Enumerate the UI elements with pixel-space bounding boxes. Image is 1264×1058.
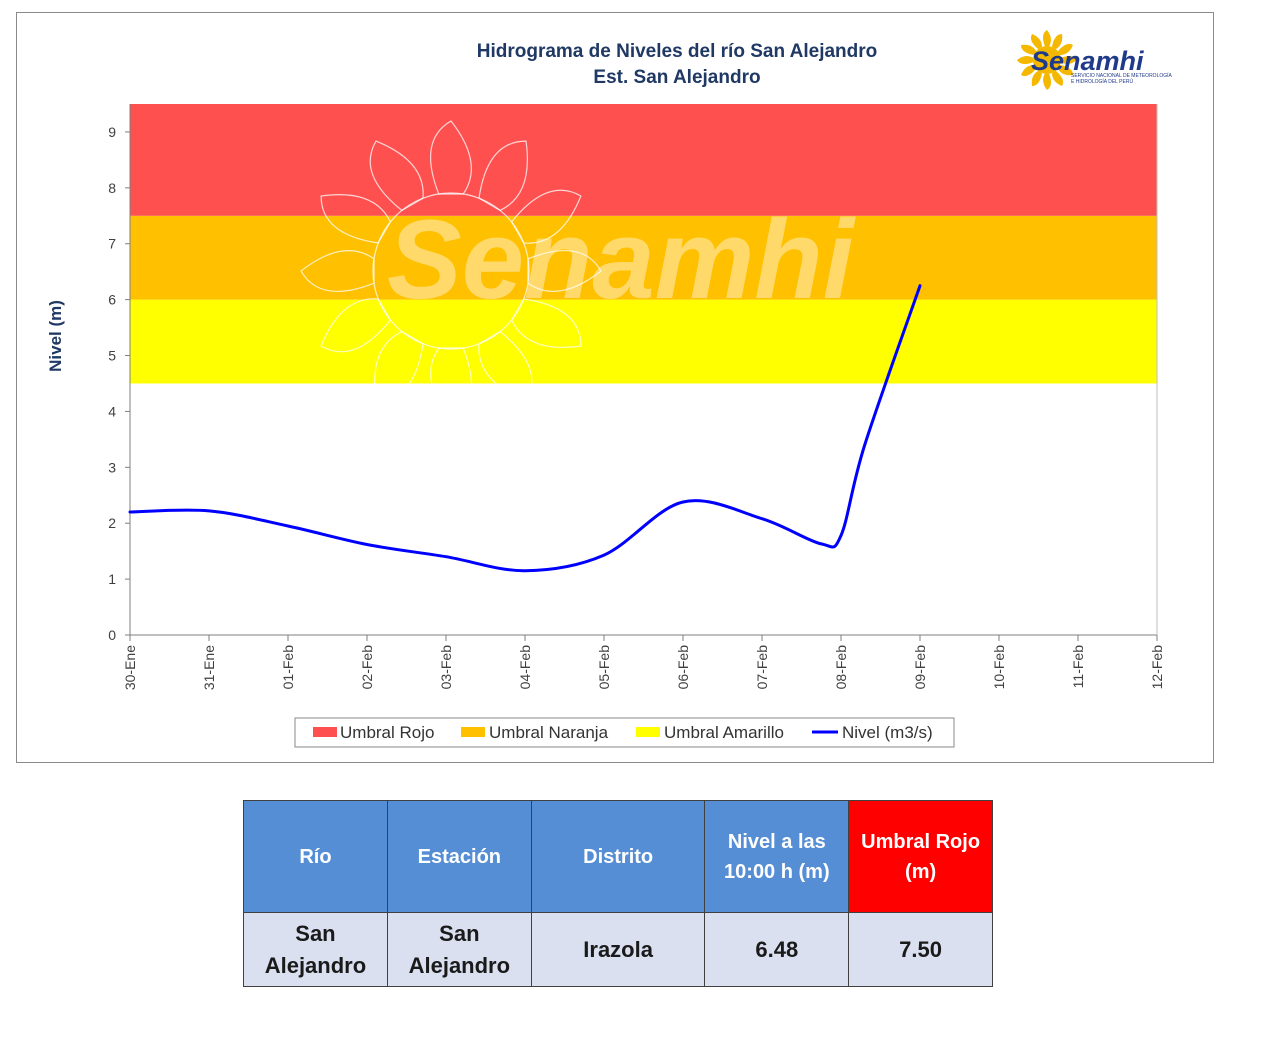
sun-icon	[1017, 30, 1077, 90]
table-header-row: Río Estación Distrito Nivel a las 10:00 …	[243, 800, 993, 913]
sun-ray	[478, 140, 528, 212]
legend-swatch-umbral-naranja	[461, 727, 485, 737]
sun-ray	[1021, 65, 1037, 77]
y-tick-label: 4	[108, 403, 116, 419]
series-line-nivel	[128, 284, 922, 573]
header-rio: Río	[243, 800, 388, 913]
sun-ray	[320, 298, 392, 353]
x-tick-label: 11-Feb	[1070, 645, 1086, 689]
threshold-bands	[130, 104, 1157, 384]
legend-label-umbral-naranja: Umbral Naranja	[489, 723, 609, 742]
legend-swatch-umbral-rojo	[313, 727, 337, 737]
x-tick-label: 08-Feb	[833, 645, 849, 690]
sun-ray	[478, 330, 533, 402]
legend-item-umbral-naranja: Umbral Naranja	[461, 723, 609, 742]
x-tick-label: 05-Feb	[596, 645, 612, 690]
x-tick-label: 03-Feb	[438, 645, 454, 690]
sun-ray	[1057, 65, 1073, 76]
x-tick-label: 30-Ene	[122, 645, 138, 690]
sun-ray	[300, 250, 375, 293]
sun-ray	[1052, 34, 1063, 50]
cell-estacion: San Alejandro	[386, 912, 532, 987]
y-tick-label: 8	[108, 180, 116, 196]
sun-ray	[527, 249, 602, 292]
sun-ray	[430, 347, 473, 422]
y-axis-ticks: 0 1 2 3 4 5 6 7 8 9	[108, 124, 130, 643]
sun-ray	[1031, 70, 1042, 86]
band-umbral-amarillo	[130, 299, 1157, 384]
logo-subtitle-line2: E HIDROLOGÍA DEL PERÚ	[1071, 78, 1133, 85]
legend-box	[294, 717, 955, 748]
senamhi-logo: Senamhi SERVICIO NACIONAL DE METEOROLOGÍ…	[1017, 30, 1173, 90]
sun-ray	[369, 140, 424, 212]
sun-ray	[374, 330, 424, 402]
sun-ray	[1052, 70, 1064, 86]
band-umbral-rojo	[130, 104, 1157, 216]
legend-label-nivel: Nivel (m3/s)	[842, 723, 933, 742]
watermark-sun-icon	[300, 120, 602, 422]
y-tick-label: 3	[108, 459, 116, 475]
table-row: San Alejandro San Alejandro Irazola 6.48…	[243, 912, 993, 987]
chart-subtitle: Est. San Alejandro	[593, 67, 760, 88]
watermark: Senamhi	[300, 120, 857, 422]
sun-ray	[1021, 44, 1037, 55]
series-layer	[128, 284, 922, 573]
info-table: Río Estación Distrito Nivel a las 10:00 …	[243, 800, 993, 987]
y-tick-label: 7	[108, 236, 116, 252]
sun-ray	[510, 189, 582, 244]
legend-swatch-umbral-amarillo	[636, 727, 660, 737]
legend-label-umbral-rojo: Umbral Rojo	[340, 723, 434, 742]
sun-ray	[510, 298, 582, 348]
sun-ray	[1057, 43, 1073, 55]
x-tick-label: 07-Feb	[754, 645, 770, 690]
x-tick-label: 02-Feb	[359, 645, 375, 690]
legend-item-umbral-amarillo: Umbral Amarillo	[636, 723, 784, 742]
sun-ray	[1042, 30, 1051, 47]
x-tick-label: 06-Feb	[675, 645, 691, 690]
x-axis-ticks: 30-Ene 31-Ene 01-Feb 02-Feb 03-Feb 04-Feb 05-F…	[122, 635, 1165, 690]
x-tick-label: 31-Ene	[201, 645, 217, 690]
watermark-text: Senamhi	[387, 197, 857, 322]
cell-distrito: Irazola	[530, 912, 706, 987]
cell-umbral-rojo: 7.50	[848, 912, 993, 987]
sun-ray	[1060, 55, 1077, 64]
sun-core	[372, 192, 530, 350]
x-tick-label: 12-Feb	[1149, 645, 1165, 690]
chart-frame: Hidrograma de Niveles del río San Alejan…	[16, 12, 1214, 763]
axes	[129, 104, 1158, 636]
x-tick-label: 01-Feb	[280, 645, 296, 690]
legend: Umbral Rojo Umbral Naranja Umbral Amaril…	[294, 717, 955, 748]
sun-ray	[1030, 34, 1042, 50]
hydrograph-chart: Hidrograma de Niveles del río San Alejan…	[46, 30, 1173, 748]
header-umbral-rojo: Umbral Rojo (m)	[848, 800, 993, 913]
sun-ray	[1017, 56, 1034, 65]
legend-item-umbral-rojo: Umbral Rojo	[313, 723, 434, 742]
header-distrito: Distrito	[530, 800, 706, 913]
x-tick-label: 04-Feb	[517, 645, 533, 690]
y-axis-label: Nivel (m)	[46, 300, 65, 372]
y-tick-label: 2	[108, 515, 116, 531]
sun-ray	[1043, 73, 1052, 90]
logo-text: Senamhi	[1031, 46, 1144, 76]
legend-item-nivel: Nivel (m3/s)	[812, 723, 933, 742]
cell-nivel: 6.48	[704, 912, 850, 987]
x-tick-label: 09-Feb	[912, 645, 928, 690]
y-tick-label: 6	[108, 292, 116, 308]
header-nivel: Nivel a las 10:00 h (m)	[704, 800, 850, 913]
y-tick-label: 5	[108, 348, 116, 364]
y-tick-label: 0	[108, 627, 116, 643]
sun-ray	[429, 120, 472, 195]
header-estacion: Estación	[386, 800, 532, 913]
x-tick-label: 10-Feb	[991, 645, 1007, 690]
logo-subtitle-line1: SERVICIO NACIONAL DE METEOROLOGÍA	[1071, 72, 1173, 79]
cell-rio: San Alejandro	[243, 912, 388, 987]
y-tick-label: 1	[108, 571, 116, 587]
chart-title: Hidrograma de Niveles del río San Alejan…	[477, 41, 878, 62]
y-tick-label: 9	[108, 124, 116, 140]
sun-ray	[320, 194, 392, 244]
band-umbral-naranja	[130, 215, 1157, 300]
sun-core	[1033, 46, 1061, 74]
legend-label-umbral-amarillo: Umbral Amarillo	[664, 723, 784, 742]
